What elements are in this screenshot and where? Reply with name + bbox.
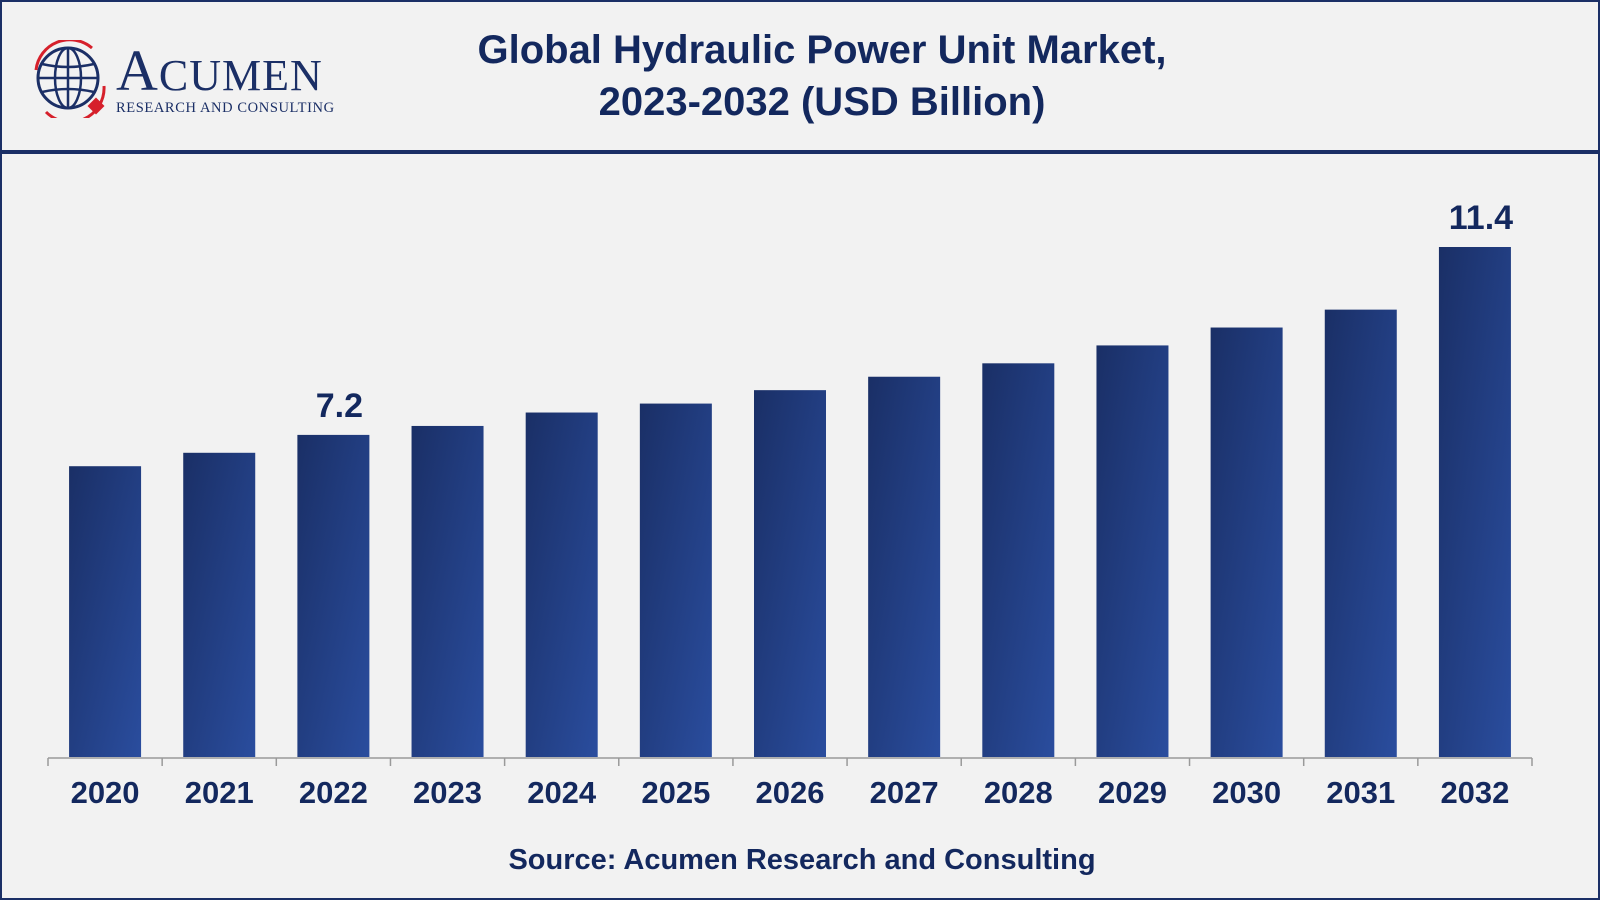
chart-title-line1: Global Hydraulic Power Unit Market, — [477, 28, 1167, 72]
x-tick-label: 2031 — [1326, 775, 1395, 810]
labels-group: 2020 2021 2022 2023 2024 2025 2026 2027 2028 2029… — [71, 199, 1514, 810]
logo-wordmark: ACUMEN — [116, 38, 323, 103]
x-tick-label: 2024 — [527, 775, 597, 810]
x-tick-label: 2021 — [185, 775, 254, 810]
x-axis — [47, 757, 1533, 766]
x-tick-label: 2028 — [984, 775, 1053, 810]
bar-2023 — [411, 425, 484, 757]
x-tick-label: 2032 — [1440, 775, 1509, 810]
bar-2027 — [868, 376, 941, 757]
bars-group — [69, 247, 1511, 757]
bar-2024 — [525, 412, 598, 757]
header: ACUMEN RESEARCH AND CONSULTING Global Hy… — [2, 2, 1598, 152]
x-tick-label: 2029 — [1098, 775, 1167, 810]
x-tick-label: 2020 — [71, 775, 140, 810]
x-tick-label: 2025 — [641, 775, 710, 810]
bar-2020 — [69, 466, 142, 757]
data-label-2022: 7.2 — [316, 387, 363, 425]
bar-2031 — [1324, 309, 1397, 757]
x-tick-label: 2023 — [413, 775, 482, 810]
globe-icon — [34, 40, 106, 118]
bar-2032 — [1438, 247, 1511, 757]
acumen-logo: ACUMEN RESEARCH AND CONSULTING — [32, 36, 372, 122]
x-tick-label: 2026 — [756, 775, 825, 810]
bar-2026 — [754, 390, 826, 757]
bar-2028 — [982, 363, 1055, 757]
bar-2022 — [297, 434, 370, 757]
x-tick-label: 2022 — [299, 775, 368, 810]
bar-2021 — [183, 452, 256, 757]
bar-2025 — [639, 403, 712, 757]
bar-2030 — [1210, 327, 1283, 757]
chart-title: Global Hydraulic Power Unit Market, 2023… — [382, 24, 1262, 128]
source-note: Source: Acumen Research and Consulting — [508, 844, 1096, 876]
chart-title-line2: 2023-2032 (USD Billion) — [598, 80, 1046, 124]
logo-subtitle: RESEARCH AND CONSULTING — [116, 100, 335, 116]
x-tick-label: 2030 — [1212, 775, 1281, 810]
data-label-2032: 11.4 — [1449, 199, 1513, 237]
x-tick-label: 2027 — [870, 775, 939, 810]
bar-2029 — [1096, 345, 1169, 757]
header-divider — [2, 150, 1598, 154]
